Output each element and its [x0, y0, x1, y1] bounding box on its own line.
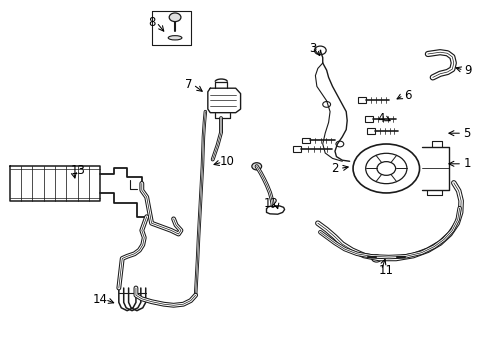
Text: 13: 13 [71, 165, 85, 177]
Text: 5: 5 [462, 127, 470, 140]
Bar [293, 146, 301, 152]
Text: 2: 2 [330, 162, 338, 175]
Text: 8: 8 [147, 16, 155, 29]
Text: 11: 11 [378, 264, 393, 276]
Ellipse shape [168, 36, 182, 40]
Circle shape [251, 163, 261, 170]
Bar [365, 116, 372, 122]
Text: 1: 1 [462, 157, 470, 170]
Bar [366, 128, 374, 134]
Text: 3: 3 [308, 42, 316, 55]
Text: 12: 12 [264, 197, 278, 210]
Bar [301, 138, 309, 143]
Text: 10: 10 [220, 156, 234, 168]
Bar [357, 97, 365, 103]
Text: 14: 14 [93, 293, 107, 306]
Circle shape [169, 13, 181, 22]
Text: 7: 7 [184, 78, 192, 91]
Text: 9: 9 [464, 64, 471, 77]
Text: 6: 6 [404, 89, 411, 102]
Text: 4: 4 [377, 112, 385, 125]
